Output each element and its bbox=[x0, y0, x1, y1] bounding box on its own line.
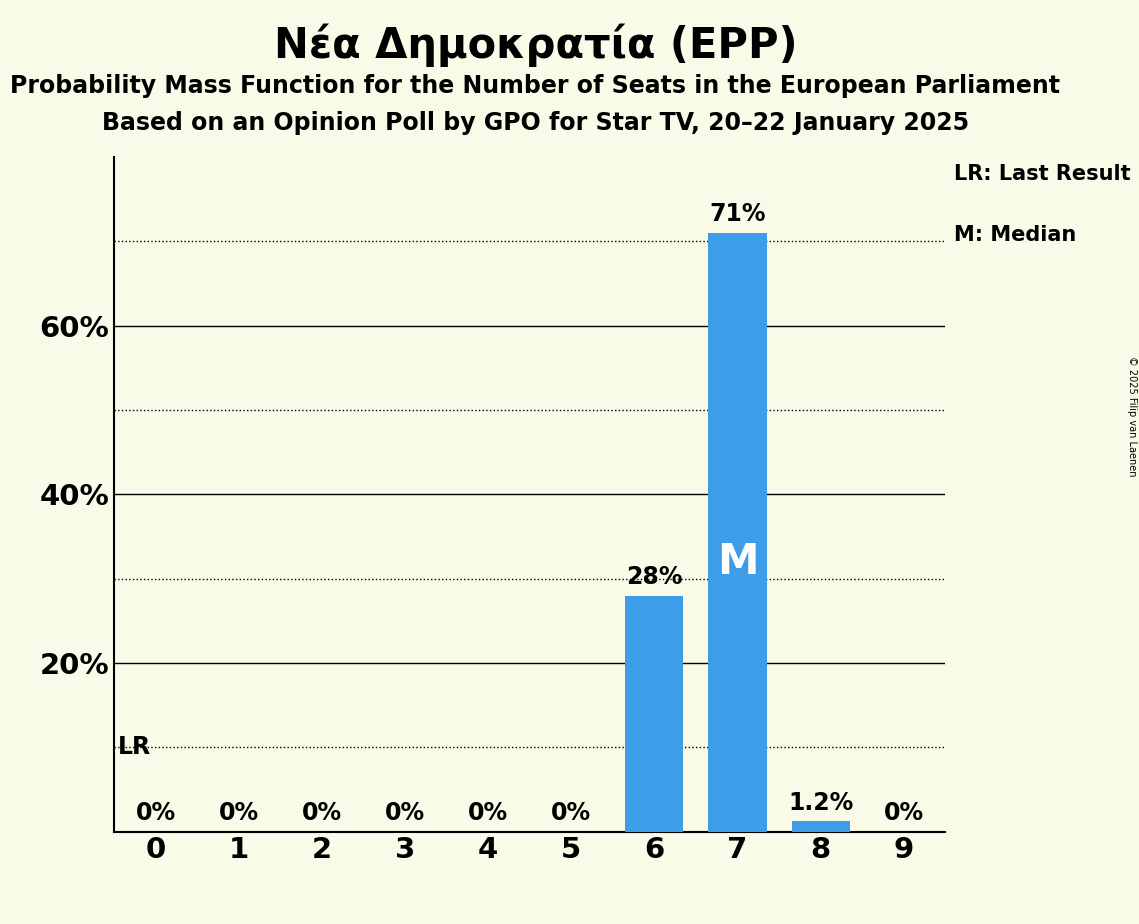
Bar bbox=[625, 596, 683, 832]
Text: 28%: 28% bbox=[626, 565, 682, 589]
Text: 0%: 0% bbox=[302, 801, 342, 825]
Text: 0%: 0% bbox=[136, 801, 175, 825]
Text: 0%: 0% bbox=[884, 801, 924, 825]
Bar bbox=[708, 233, 767, 832]
Text: Probability Mass Function for the Number of Seats in the European Parliament: Probability Mass Function for the Number… bbox=[10, 74, 1060, 98]
Bar bbox=[792, 821, 850, 832]
Text: Based on an Opinion Poll by GPO for Star TV, 20–22 January 2025: Based on an Opinion Poll by GPO for Star… bbox=[101, 111, 969, 135]
Text: LR: LR bbox=[118, 736, 151, 760]
Text: 71%: 71% bbox=[710, 202, 765, 226]
Text: 0%: 0% bbox=[468, 801, 508, 825]
Text: 0%: 0% bbox=[551, 801, 591, 825]
Text: M: M bbox=[716, 541, 759, 583]
Text: LR: Last Result: LR: Last Result bbox=[953, 164, 1130, 184]
Text: © 2025 Filip van Laenen: © 2025 Filip van Laenen bbox=[1126, 356, 1137, 476]
Text: 0%: 0% bbox=[385, 801, 425, 825]
Text: 0%: 0% bbox=[219, 801, 259, 825]
Text: 1.2%: 1.2% bbox=[788, 791, 853, 815]
Text: Νέα Δημοκρατία (EPP): Νέα Δημοκρατία (EPP) bbox=[273, 23, 797, 67]
Text: M: Median: M: Median bbox=[953, 225, 1076, 245]
